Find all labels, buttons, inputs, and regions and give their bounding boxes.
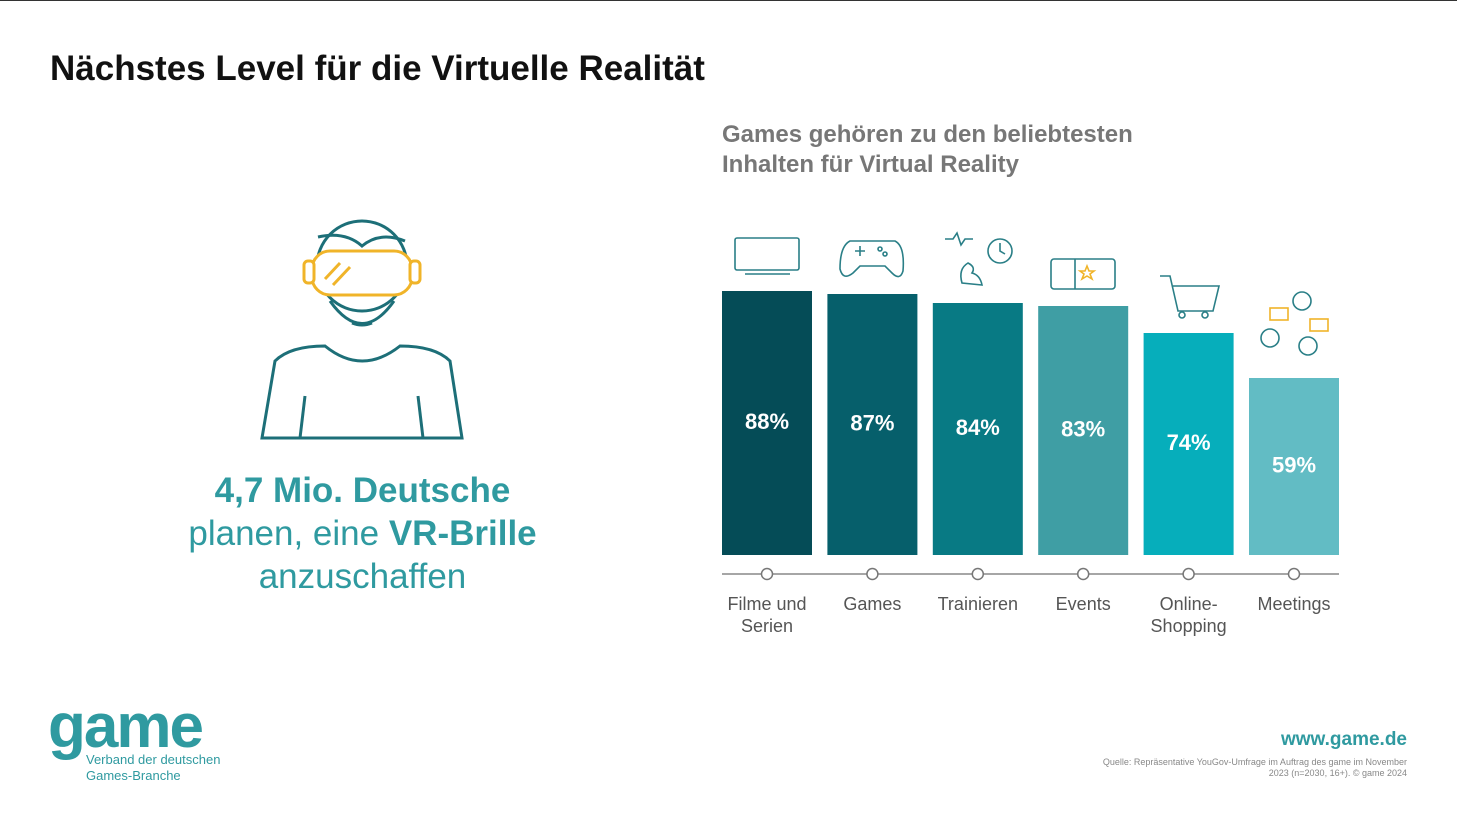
bar (932, 303, 1023, 555)
highlight-text: planen, eine (188, 514, 380, 553)
source: Quelle: Repräsentative YouGov-Umfrage im… (1102, 757, 1407, 778)
axis-dot (1287, 567, 1301, 581)
category-label: Filme und Serien (727, 594, 807, 636)
vr-person-icon (260, 219, 464, 440)
chart: 88% 87% 84% 83% 74% 59% (722, 291, 1339, 581)
highlight-line: 4,7 Mio. Deutsche (214, 471, 511, 510)
value-label: 74% (1167, 430, 1211, 455)
category-label: Events (1055, 594, 1111, 614)
org-line: Games-Branche (86, 768, 181, 783)
org-line: Verband der deutschen (86, 752, 221, 767)
category-label: Online-Shopping (1150, 594, 1227, 636)
category-label: Meetings (1257, 594, 1331, 614)
highlight-line: anzuschaffen (258, 557, 467, 596)
url: www.game.de (1281, 729, 1407, 750)
axis-dot (866, 567, 879, 581)
bar (1038, 306, 1129, 555)
value-label: 59% (1272, 452, 1316, 477)
chart-subtitle: Inhalten für Virtual Reality (722, 151, 1019, 178)
bar (1249, 378, 1339, 555)
axis-dot (1182, 567, 1195, 581)
value-label: 83% (1061, 416, 1105, 441)
category-label: Games (843, 594, 902, 614)
logo: game (48, 692, 204, 761)
axis-dot (760, 567, 774, 581)
bar (722, 291, 812, 555)
vr-headset-icon (302, 249, 422, 297)
title: Nächstes Level für die Virtuelle Realitä… (50, 49, 705, 88)
bar (827, 294, 918, 555)
chart-subtitle: Games gehören zu den beliebtesten (722, 121, 1133, 148)
highlight: 4,7 Mio. Deutsche planen, eine VR-Brille… (160, 469, 565, 598)
value-label: 84% (956, 415, 1000, 440)
axis-dot (971, 567, 985, 581)
highlight-line: planen, eine VR-Brille (160, 512, 565, 555)
category-label: Trainieren (937, 594, 1018, 614)
value-label: 87% (850, 410, 894, 435)
bar (1143, 333, 1234, 555)
highlight-bold: VR-Brille (388, 514, 537, 553)
axis-dot (1076, 567, 1090, 581)
category-icons (734, 231, 1329, 356)
value-label: 88% (745, 409, 789, 434)
